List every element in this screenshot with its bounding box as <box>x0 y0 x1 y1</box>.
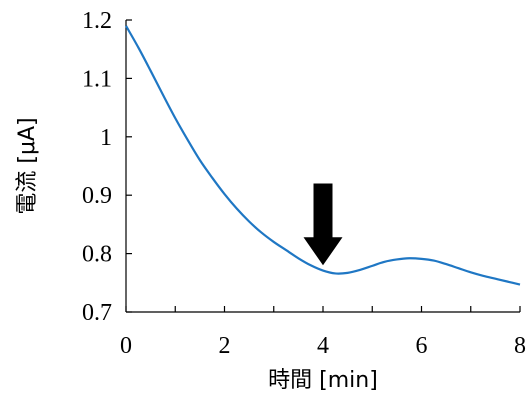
x-tick-label: 6 <box>416 333 428 359</box>
ticks-layer: 0.7 0.8 0.9 1 1.1 1.2 0 2 4 6 8 <box>82 8 526 359</box>
x-tick-label: 2 <box>219 333 231 359</box>
x-tick-label: 4 <box>317 333 329 359</box>
y-tick-label: 1.1 <box>82 66 112 92</box>
y-tick-label: 0.7 <box>82 300 112 326</box>
y-tick-label: 1 <box>100 125 112 151</box>
annotation-layer <box>303 183 343 266</box>
series-line <box>125 25 521 286</box>
down-arrow-annotation <box>303 183 343 266</box>
y-axis-title: 電流 [μA] <box>15 117 40 214</box>
x-axis-title: 時間 [min] <box>268 368 378 393</box>
y-tick-label: 0.9 <box>82 183 112 209</box>
x-tick-label: 0 <box>120 333 132 359</box>
axes-layer <box>125 20 520 313</box>
series-layer <box>125 25 521 286</box>
y-tick-label: 0.8 <box>82 242 112 268</box>
x-tick-label: 8 <box>514 333 526 359</box>
y-tick-label: 1.2 <box>82 8 112 34</box>
